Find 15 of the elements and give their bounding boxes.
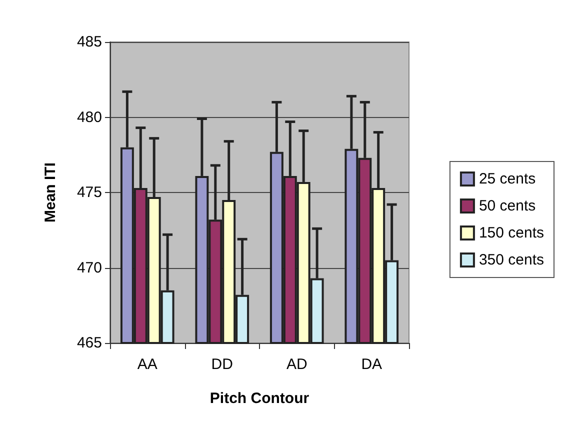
y-axis-title: Mean ITI — [42, 162, 59, 223]
x-axis-title: Pitch Contour — [210, 390, 310, 407]
x-tick-label: AA — [137, 356, 158, 373]
x-tick-label: DA — [361, 356, 382, 373]
legend-label: 50 cents — [478, 198, 536, 214]
y-tick-label: 475 — [76, 184, 102, 201]
legend-label: 350 cents — [478, 252, 544, 268]
legend-label: 25 cents — [478, 170, 536, 188]
y-tick-label: 480 — [76, 108, 102, 126]
x-tick-label: DD — [211, 356, 234, 373]
legend-label: 150 cents — [478, 224, 544, 242]
x-tick-label: AD — [286, 356, 308, 373]
y-tick-label: 485 — [76, 34, 102, 50]
y-tick-label: 470 — [76, 259, 102, 276]
y-tick-label: 465 — [76, 334, 102, 352]
